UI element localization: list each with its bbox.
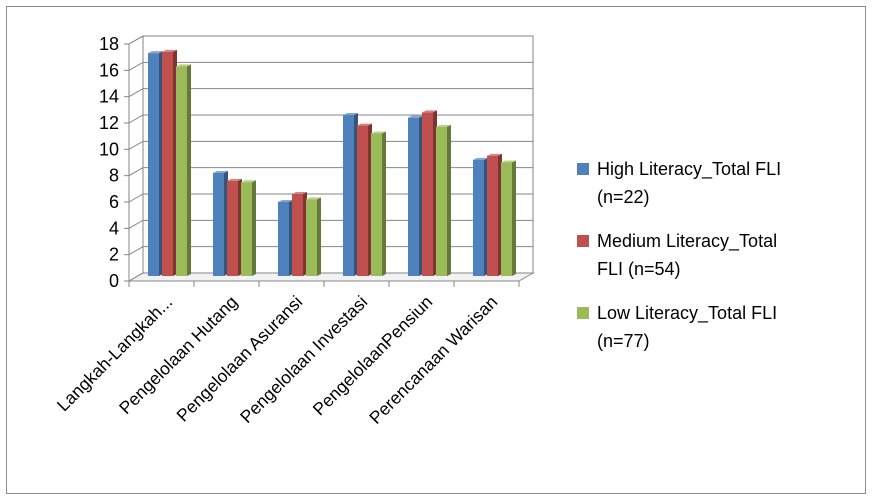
y-tick-label: 12 — [99, 113, 119, 133]
y-tick-label: 2 — [109, 245, 119, 265]
bar-top — [148, 51, 163, 54]
bar-top — [213, 170, 228, 173]
bar-side — [317, 197, 321, 276]
gridline — [128, 35, 533, 45]
bar-top — [292, 192, 307, 195]
bar-top — [162, 49, 177, 52]
x-category-label: PengelolaanPensiun — [309, 292, 437, 420]
gridline — [128, 114, 533, 124]
bar-top — [343, 113, 358, 116]
legend-label-medium-line2: FLI (n=54) — [597, 259, 681, 279]
bar-top — [473, 157, 488, 160]
bar-top — [241, 180, 256, 183]
y-tick-label: 14 — [99, 87, 119, 107]
legend-label-medium-line1: Medium Literacy_Total — [597, 231, 778, 251]
legend-label-high-line2: (n=22) — [597, 187, 650, 207]
bar-top — [371, 131, 386, 134]
bar — [371, 133, 382, 276]
bar-top — [227, 178, 242, 181]
gridline — [128, 272, 533, 282]
legend-label-low-line1: Low Literacy_Total FLI — [597, 303, 778, 323]
legend-item-low: Low Literacy_Total FLI (n=77) — [577, 299, 874, 355]
bar — [241, 182, 252, 276]
bar — [162, 51, 173, 276]
legend-label-low-line2: (n=77) — [597, 331, 650, 351]
x-category-label: Pengelolaan Hutang — [115, 292, 241, 418]
gridline — [128, 246, 533, 256]
gridline — [128, 140, 533, 150]
bar — [357, 125, 368, 276]
bar — [487, 155, 498, 276]
bar-side — [187, 64, 191, 276]
legend-swatch-high — [577, 163, 589, 175]
bar-chart: 024681012141618Langkah-Langkah...Pengelo… — [53, 34, 535, 428]
bar — [213, 172, 224, 276]
x-category-label: Pengelolaan Investasi — [236, 292, 371, 427]
y-tick-label: 16 — [99, 60, 119, 80]
gridline — [128, 219, 533, 229]
bar-top — [422, 110, 437, 113]
bar-top — [176, 64, 191, 67]
x-category-label: Pengelolaan Asuransi — [172, 292, 306, 426]
bar-side — [447, 124, 451, 277]
gridline — [128, 88, 533, 98]
legend-swatch-low — [577, 307, 589, 319]
bar — [501, 162, 512, 276]
y-tick-label: 10 — [99, 139, 119, 159]
bar-side — [382, 131, 386, 276]
bar — [292, 194, 303, 276]
bar-top — [278, 199, 293, 202]
bar — [343, 115, 354, 276]
bar-side — [512, 160, 516, 276]
bar-top — [501, 160, 516, 163]
bar-top — [306, 197, 321, 200]
x-category-label: Langkah-Langkah... — [53, 292, 177, 416]
legend: High Literacy_Total FLI (n=22) Medium Li… — [577, 155, 874, 371]
bar — [422, 112, 433, 277]
bar — [278, 201, 289, 276]
legend-item-high: High Literacy_Total FLI (n=22) — [577, 155, 874, 211]
legend-item-medium: Medium Literacy_Total FLI (n=54) — [577, 227, 874, 283]
bar — [436, 126, 447, 277]
bar — [176, 66, 187, 276]
bar-top — [487, 153, 502, 156]
bar — [148, 53, 159, 276]
bar — [306, 199, 317, 276]
gridline — [128, 167, 533, 177]
gridline — [128, 193, 533, 203]
x-category-label: Perencanaan Warisan — [365, 292, 501, 428]
y-tick-label: 4 — [109, 218, 119, 238]
y-tick-label: 18 — [99, 34, 119, 54]
bar — [408, 117, 419, 276]
legend-swatch-medium — [577, 235, 589, 247]
bar-side — [252, 180, 256, 276]
y-tick-label: 0 — [109, 271, 119, 291]
chart-frame: 0 2 4 6 8 10 12 14 16 18 Langkah-Langkah... Pengelo… — [6, 6, 866, 494]
legend-label-high-line1: High Literacy_Total FLI — [597, 159, 782, 179]
bar-top — [357, 123, 372, 126]
bar-top — [408, 115, 423, 118]
bar-top — [436, 124, 451, 127]
bar — [227, 180, 238, 276]
gridline — [128, 61, 533, 71]
y-tick-label: 8 — [109, 166, 119, 186]
bar — [473, 159, 484, 276]
y-tick-label: 6 — [109, 192, 119, 212]
